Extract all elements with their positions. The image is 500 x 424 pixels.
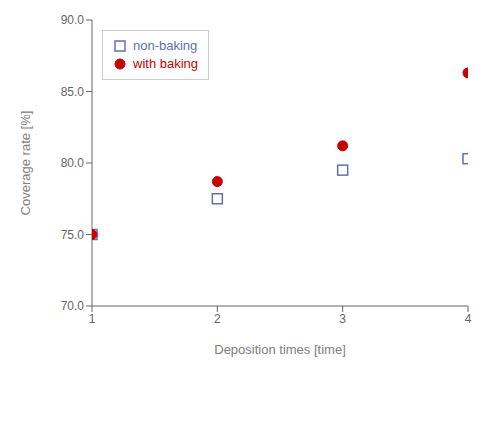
html-text:non-baking: non-baking <box>133 38 198 53</box>
svg-text:3: 3 <box>339 312 346 326</box>
svg-text:70.0: 70.0 <box>61 299 85 313</box>
svg-text:80.0: 80.0 <box>61 156 85 170</box>
svg-text:4: 4 <box>465 312 472 326</box>
html-text:with baking: with baking <box>133 56 198 71</box>
svg-text:90.0: 90.0 <box>61 13 85 27</box>
svg-text:Coverage rate [%]: Coverage rate [%] <box>18 111 33 216</box>
svg-text:1: 1 <box>89 312 96 326</box>
svg-text:85.0: 85.0 <box>61 85 85 99</box>
svg-text:2: 2 <box>214 312 221 326</box>
svg-text:Deposition times [time]: Deposition times [time] <box>214 342 346 357</box>
svg-text:75.0: 75.0 <box>61 228 85 242</box>
